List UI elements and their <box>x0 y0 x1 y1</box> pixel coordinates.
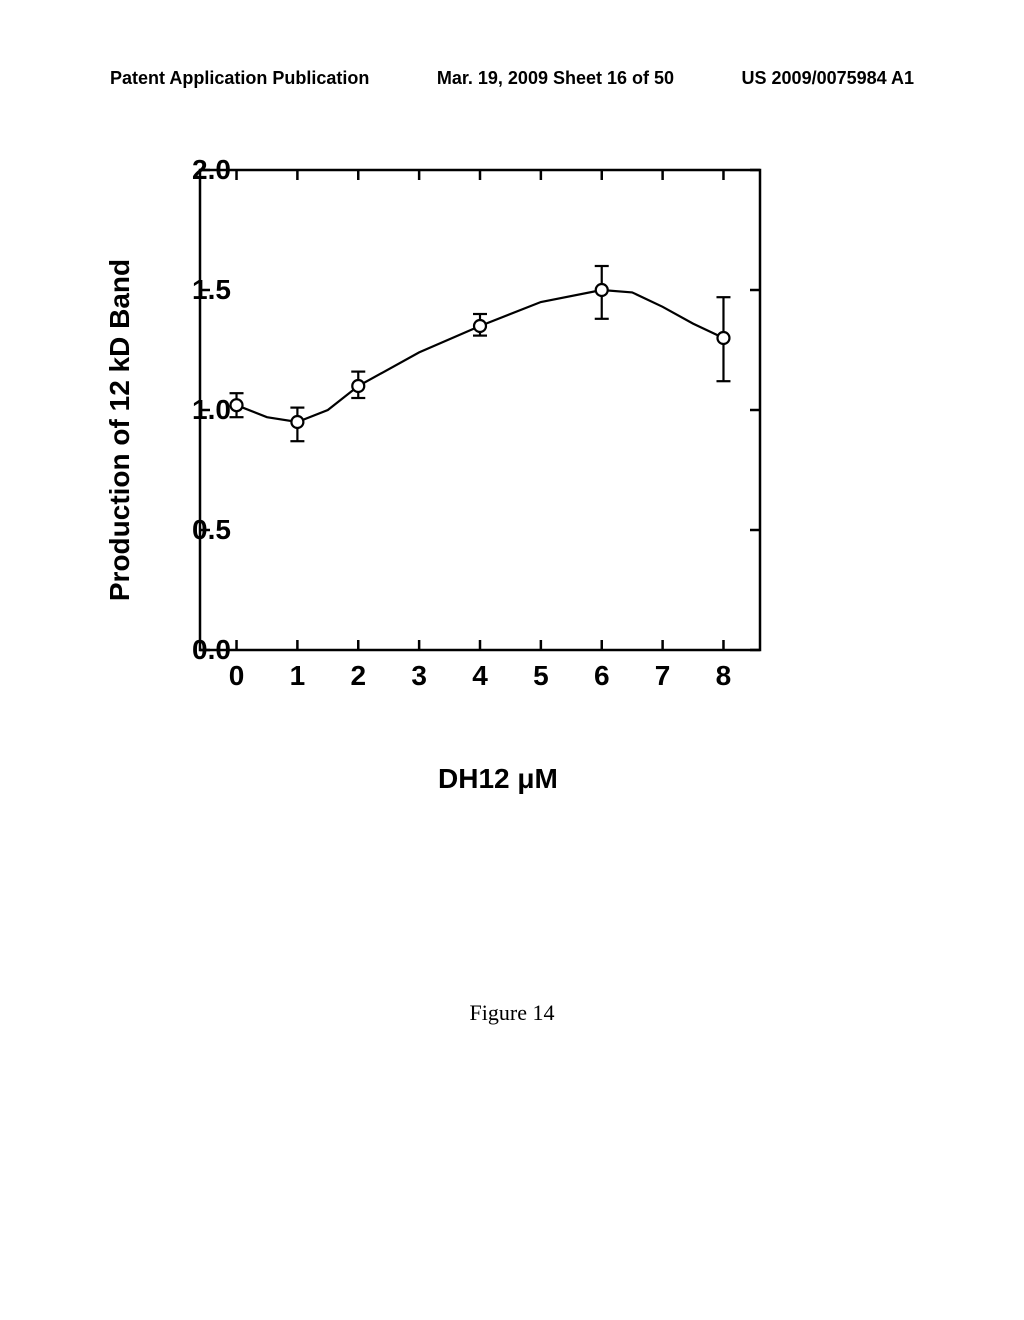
y-axis-label: Production of 12 kD Band <box>104 259 136 601</box>
plot-area <box>200 170 760 650</box>
x-tick-label: 8 <box>716 660 732 692</box>
header-left: Patent Application Publication <box>110 68 369 89</box>
x-axis-label: DH12 μM <box>438 763 558 795</box>
x-tick-label: 4 <box>472 660 488 692</box>
x-tick-label: 1 <box>290 660 306 692</box>
header-center: Mar. 19, 2009 Sheet 16 of 50 <box>437 68 674 89</box>
page-header: Patent Application Publication Mar. 19, … <box>0 68 1024 89</box>
x-tick-label: 2 <box>350 660 366 692</box>
x-tick-label: 3 <box>411 660 427 692</box>
chart: Production of 12 kD Band 0.00.51.01.52.0… <box>130 150 770 710</box>
x-tick-label: 5 <box>533 660 549 692</box>
x-tick-label: 0 <box>229 660 245 692</box>
x-tick-label: 7 <box>655 660 671 692</box>
figure-caption: Figure 14 <box>470 1000 555 1026</box>
x-tick-label: 6 <box>594 660 610 692</box>
header-right: US 2009/0075984 A1 <box>742 68 914 89</box>
